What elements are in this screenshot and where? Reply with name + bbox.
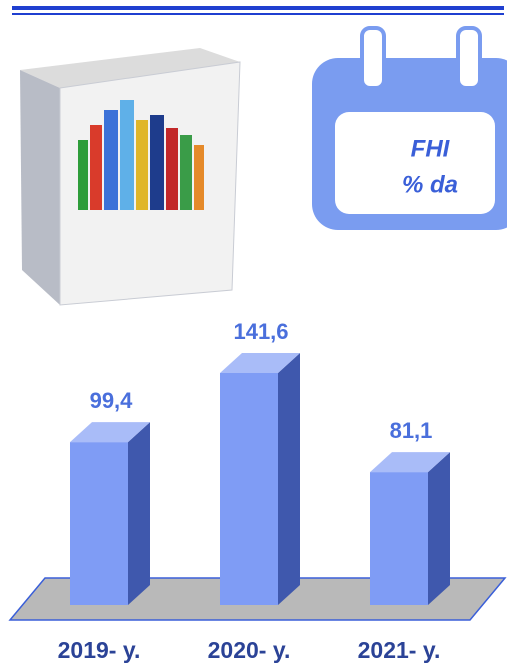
calendar-icon	[312, 26, 507, 230]
x-tick-label: 2020- y.	[208, 637, 291, 663]
calendar-label: % da	[402, 171, 458, 198]
bar-side	[278, 353, 300, 605]
bar	[70, 442, 128, 605]
bar-top	[70, 422, 150, 443]
top-rule	[12, 13, 504, 15]
bar-top	[370, 452, 450, 473]
x-tick-label: 2021- y.	[358, 637, 441, 663]
bar-top	[220, 353, 300, 373]
bar	[220, 373, 278, 605]
bar	[370, 472, 428, 605]
value-label: 81,1	[390, 418, 433, 443]
x-tick-label: 2019- y.	[58, 637, 141, 663]
bar-side	[428, 452, 450, 605]
top-rule	[12, 6, 504, 10]
value-label: 99,4	[90, 388, 134, 413]
calendar-label: FHI	[411, 135, 451, 162]
product-image	[20, 48, 241, 306]
value-label: 141,6	[233, 319, 288, 344]
bar-side	[128, 422, 150, 605]
